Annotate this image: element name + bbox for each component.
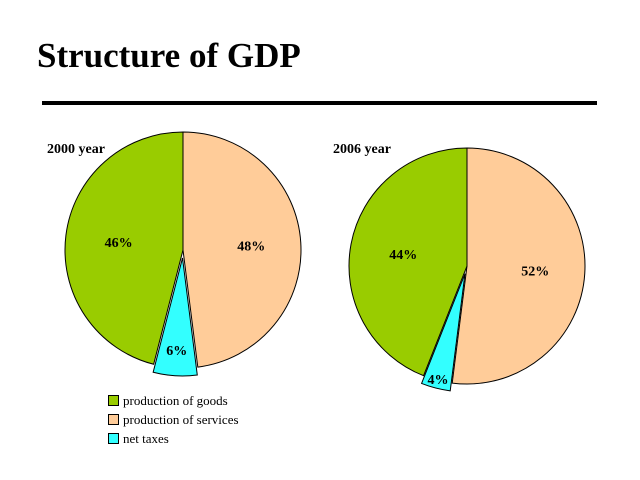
legend-swatch-services [108,414,119,425]
data-label-goods: 46% [105,236,133,251]
pie-slice-net-taxes [420,273,466,392]
pie-chart-2: 2006 year 52% 4% 44% [333,142,586,392]
pie-slice-goods [64,131,184,365]
legend-swatch-net-taxes [108,433,119,444]
data-label-services: 52% [521,264,549,279]
page-title: Structure of GDP [37,36,301,75]
data-label-services: 48% [237,240,265,255]
chart-title: 2000 year [47,142,105,157]
data-label-net-taxes: 4% [428,373,449,388]
data-label-goods: 44% [389,248,417,263]
legend-item-net-taxes: net taxes [108,429,239,448]
legend-label-net-taxes: net taxes [123,430,169,446]
data-label-net-taxes: 6% [166,344,187,359]
legend-label-goods: production of goods [123,392,228,408]
pie-slice-goods [348,147,468,377]
legend-item-services: production of services [108,410,239,429]
pie-slice-services [451,147,586,385]
pie-slice-net-taxes [152,257,198,377]
title-divider [42,101,597,105]
pie-chart-1: 2000 year 48% 6% 46% [47,131,302,377]
legend-item-goods: production of goods [108,391,239,410]
legend-swatch-goods [108,395,119,406]
legend-label-services: production of services [123,411,239,427]
chart-legend: production of goods production of servic… [108,391,239,448]
pie-slice-services [182,131,302,368]
chart-title: 2006 year [333,142,391,157]
